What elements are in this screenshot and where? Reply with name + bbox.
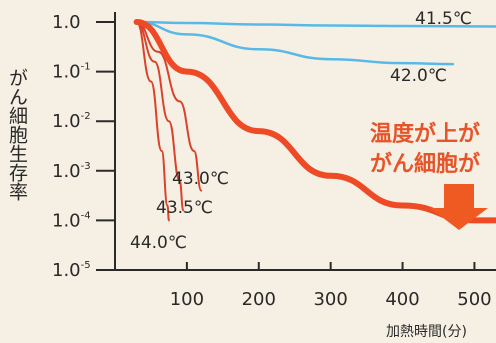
x-axis-label: 加熱時間(分) xyxy=(386,324,467,340)
y-tick-label: 1.0-5 xyxy=(52,260,91,281)
series-line-2 xyxy=(135,21,203,192)
label-44-0: 44.0℃ xyxy=(130,233,187,253)
series-line-3 xyxy=(135,21,185,212)
x-tick-label: 400 xyxy=(385,289,419,310)
series-line-4 xyxy=(135,21,170,222)
y-tick-label: 1.0-2 xyxy=(52,111,91,132)
down-arrow-icon xyxy=(430,184,488,230)
callout-line-2: がん細胞が xyxy=(370,151,480,177)
label-43-0: 43.0℃ xyxy=(172,169,229,189)
y-tick-label: 1.0-4 xyxy=(52,210,91,231)
callout-line-1: 温度が上が xyxy=(370,121,480,147)
y-ticks: 1.0 1.0-1 1.0-2 1.0-3 1.0-4 1.0-5 xyxy=(52,12,115,281)
x-ticks: 100 200 300 400 500 xyxy=(170,262,492,310)
label-43-5: 43.5℃ xyxy=(156,198,213,218)
y-tick-label: 1.0 xyxy=(52,12,81,33)
x-tick-label: 100 xyxy=(170,289,204,310)
y-tick-label: 1.0-1 xyxy=(52,62,91,83)
label-41-5: 41.5℃ xyxy=(415,9,472,29)
label-42-0: 42.0℃ xyxy=(390,66,447,86)
y-axis-label: がん細胞生存率 xyxy=(6,68,28,201)
x-tick-label: 300 xyxy=(313,289,347,310)
series-line-0 xyxy=(135,20,496,28)
x-tick-label: 200 xyxy=(242,289,276,310)
x-tick-label: 500 xyxy=(457,289,491,310)
y-tick-label: 1.0-3 xyxy=(52,161,91,182)
series-line-1 xyxy=(135,20,455,66)
